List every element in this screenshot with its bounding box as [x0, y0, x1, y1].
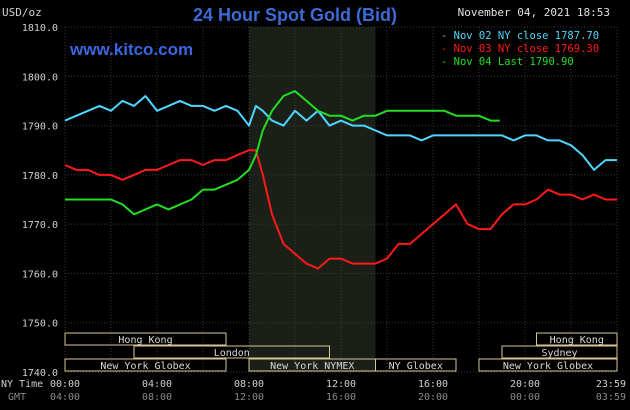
x-tick-label-gmt: 16:00 — [326, 392, 356, 403]
x-tick-label-ny: 20:00 — [510, 379, 540, 390]
legend-item-nov04: - Nov 04 Last 1790.90 — [441, 56, 574, 68]
market-session-box — [133, 345, 330, 359]
timestamp: November 04, 2021 18:53 — [458, 6, 610, 19]
x-tick-label-ny: 16:00 — [418, 379, 448, 390]
x-tick-label-gmt: 20:00 — [418, 392, 448, 403]
x-axis: NY Time GMT 00:00 04:00 08:00 12:00 16:00 20:00… — [1, 379, 626, 403]
market-session-box — [64, 332, 227, 346]
market-session-label: Hong Kong — [550, 335, 604, 346]
market-session-label: New York NYMEX — [270, 361, 354, 372]
market-session-box — [478, 358, 618, 372]
y-axis: 1810.0 1800.0 1790.0 1780.0 1770.0 1760.0 1750… — [22, 23, 58, 379]
y-tick-label: 1750.0 — [22, 319, 58, 330]
y-tick-label: 1790.0 — [22, 122, 58, 133]
y-tick-label: 1770.0 — [22, 220, 58, 231]
x-tick-label-gmt: 04:00 — [50, 392, 80, 403]
series-line-nov03 — [64, 149, 617, 270]
grid-lines — [64, 26, 618, 373]
series-line-nov02 — [64, 95, 617, 171]
y-tick-label: 1780.0 — [22, 171, 58, 182]
legend-item-nov03: - Nov 03 NY close 1769.30 — [441, 43, 599, 55]
y-tick-label: 1760.0 — [22, 269, 58, 280]
x-tick-label-ny: 08:00 — [234, 379, 264, 390]
market-session-box — [375, 358, 457, 372]
series-line-nov04 — [65, 90, 500, 216]
market-session-label: Hong Kong — [118, 335, 172, 346]
x-axis-row-label-gmt: GMT — [8, 392, 26, 403]
y-tick-label: 1740.0 — [22, 368, 58, 379]
y-tick-label: 1800.0 — [22, 72, 58, 83]
market-session-box — [536, 332, 618, 346]
market-session-label: New York Globex — [100, 361, 190, 372]
units-label: USD/oz — [2, 6, 42, 19]
x-tick-label-gmt: 08:00 — [142, 392, 172, 403]
website-label: www.kitco.com — [69, 40, 193, 59]
y-tick-label: 1810.0 — [22, 23, 58, 34]
market-session-box — [501, 345, 618, 359]
x-tick-label-gmt: 00:00 — [510, 392, 540, 403]
price-series — [64, 90, 617, 270]
market-session-label: London — [214, 348, 250, 359]
x-axis-row-label-ny: NY Time — [1, 379, 43, 390]
x-tick-label-ny: 12:00 — [326, 379, 356, 390]
x-tick-label-gmt: 12:00 — [234, 392, 264, 403]
x-tick-label-ny: 00:00 — [50, 379, 80, 390]
nymex-session-shade — [249, 27, 376, 372]
market-session-bars: Hong Kong London New York Globex New York N… — [64, 332, 618, 372]
x-tick-label-gmt: 03:59 — [596, 392, 626, 403]
chart-title: 24 Hour Spot Gold (Bid) — [193, 5, 397, 25]
market-session-label: New York Globex — [503, 361, 593, 372]
market-session-label: NY Globex — [389, 361, 443, 372]
legend: - Nov 02 NY close 1787.70- Nov 03 NY clo… — [441, 30, 599, 68]
legend-item-nov02: - Nov 02 NY close 1787.70 — [441, 30, 599, 42]
market-session-label: Sydney — [541, 348, 577, 359]
x-tick-label-ny: 23:59 — [596, 379, 626, 390]
x-tick-label-ny: 04:00 — [142, 379, 172, 390]
market-session-box — [64, 358, 227, 372]
